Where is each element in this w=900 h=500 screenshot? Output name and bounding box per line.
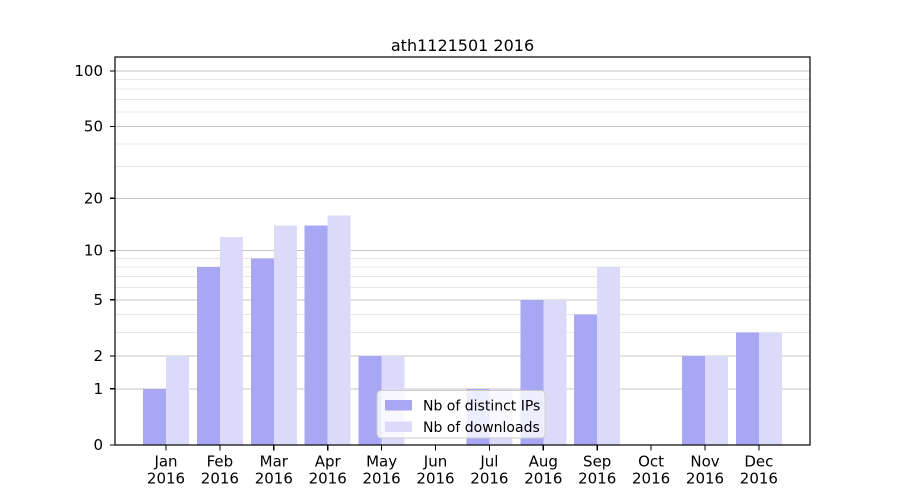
bar-nb-of-distinct-ips-nov xyxy=(682,355,705,445)
x-tick-label-year: 2016 xyxy=(363,470,401,488)
bar-nb-of-distinct-ips-dec xyxy=(735,332,759,445)
x-tick-label-year: 2016 xyxy=(309,470,347,488)
bar-nb-of-downloads-dec xyxy=(758,332,782,445)
legend: Nb of distinct IPs Nb of downloads xyxy=(376,390,546,439)
bar-nb-of-downloads-aug xyxy=(543,299,567,445)
x-tick-label-month: Aug xyxy=(529,453,558,471)
chart-title: ath1121501 2016 xyxy=(391,36,534,55)
y-tick-label: 1 xyxy=(93,380,103,398)
x-tick-label-year: 2016 xyxy=(632,470,670,488)
legend-swatch-distinct-ips-icon xyxy=(385,400,412,411)
x-tick-label-year: 2016 xyxy=(255,470,293,488)
legend-label-distinct-ips: Nb of distinct IPs xyxy=(423,399,540,415)
legend-swatch-downloads-icon xyxy=(385,421,412,432)
x-tick-label-year: 2016 xyxy=(470,470,508,488)
legend-box xyxy=(376,390,546,439)
y-tick-label: 20 xyxy=(84,189,103,207)
x-tick-label-month: Jul xyxy=(479,453,498,471)
x-tick-label-month: Feb xyxy=(207,453,234,471)
y-tick-label: 100 xyxy=(74,62,103,80)
y-tick-label: 10 xyxy=(84,242,103,260)
x-tick-label-month: Dec xyxy=(744,453,773,471)
x-tick-label-year: 2016 xyxy=(578,470,616,488)
x-tick-label-year: 2016 xyxy=(147,470,185,488)
bar-nb-of-distinct-ips-feb xyxy=(196,266,220,445)
bar-nb-of-downloads-feb xyxy=(219,237,243,445)
x-tick-label-month: Sep xyxy=(583,453,611,471)
x-tick-label-year: 2016 xyxy=(524,470,562,488)
y-tick-label: 50 xyxy=(84,117,103,135)
bar-nb-of-distinct-ips-sep xyxy=(574,314,598,445)
bar-nb-of-downloads-nov xyxy=(705,355,728,445)
x-tick-label-month: Apr xyxy=(315,453,342,471)
y-tick-label: 2 xyxy=(93,347,103,365)
legend-label-downloads: Nb of downloads xyxy=(423,420,540,436)
bar-nb-of-distinct-ips-jan xyxy=(143,388,166,445)
x-tick-label-month: Jun xyxy=(423,453,447,471)
x-tick-label-month: Nov xyxy=(690,453,719,471)
bar-nb-of-distinct-ips-mar xyxy=(250,258,274,445)
bar-nb-of-downloads-sep xyxy=(597,266,621,445)
x-tick-label-year: 2016 xyxy=(686,470,724,488)
bar-nb-of-downloads-jan xyxy=(166,355,189,445)
x-tick-label-year: 2016 xyxy=(740,470,778,488)
x-tick-label-year: 2016 xyxy=(201,470,239,488)
bar-nb-of-downloads-apr xyxy=(327,215,351,445)
x-tick-label-month: Oct xyxy=(638,453,664,471)
y-tick-label: 5 xyxy=(93,291,103,309)
bar-nb-of-downloads-mar xyxy=(273,225,297,445)
x-tick-label-month: Mar xyxy=(260,453,289,471)
x-tick-label-year: 2016 xyxy=(416,470,454,488)
bar-nb-of-distinct-ips-may xyxy=(358,355,382,445)
axis-layer: 0125102050100Jan2016Feb2016Mar2016Apr201… xyxy=(74,62,778,488)
bar-nb-of-distinct-ips-apr xyxy=(304,225,328,445)
x-tick-label-month: May xyxy=(366,453,397,471)
y-tick-label: 0 xyxy=(93,436,103,454)
x-tick-label-month: Jan xyxy=(153,453,177,471)
